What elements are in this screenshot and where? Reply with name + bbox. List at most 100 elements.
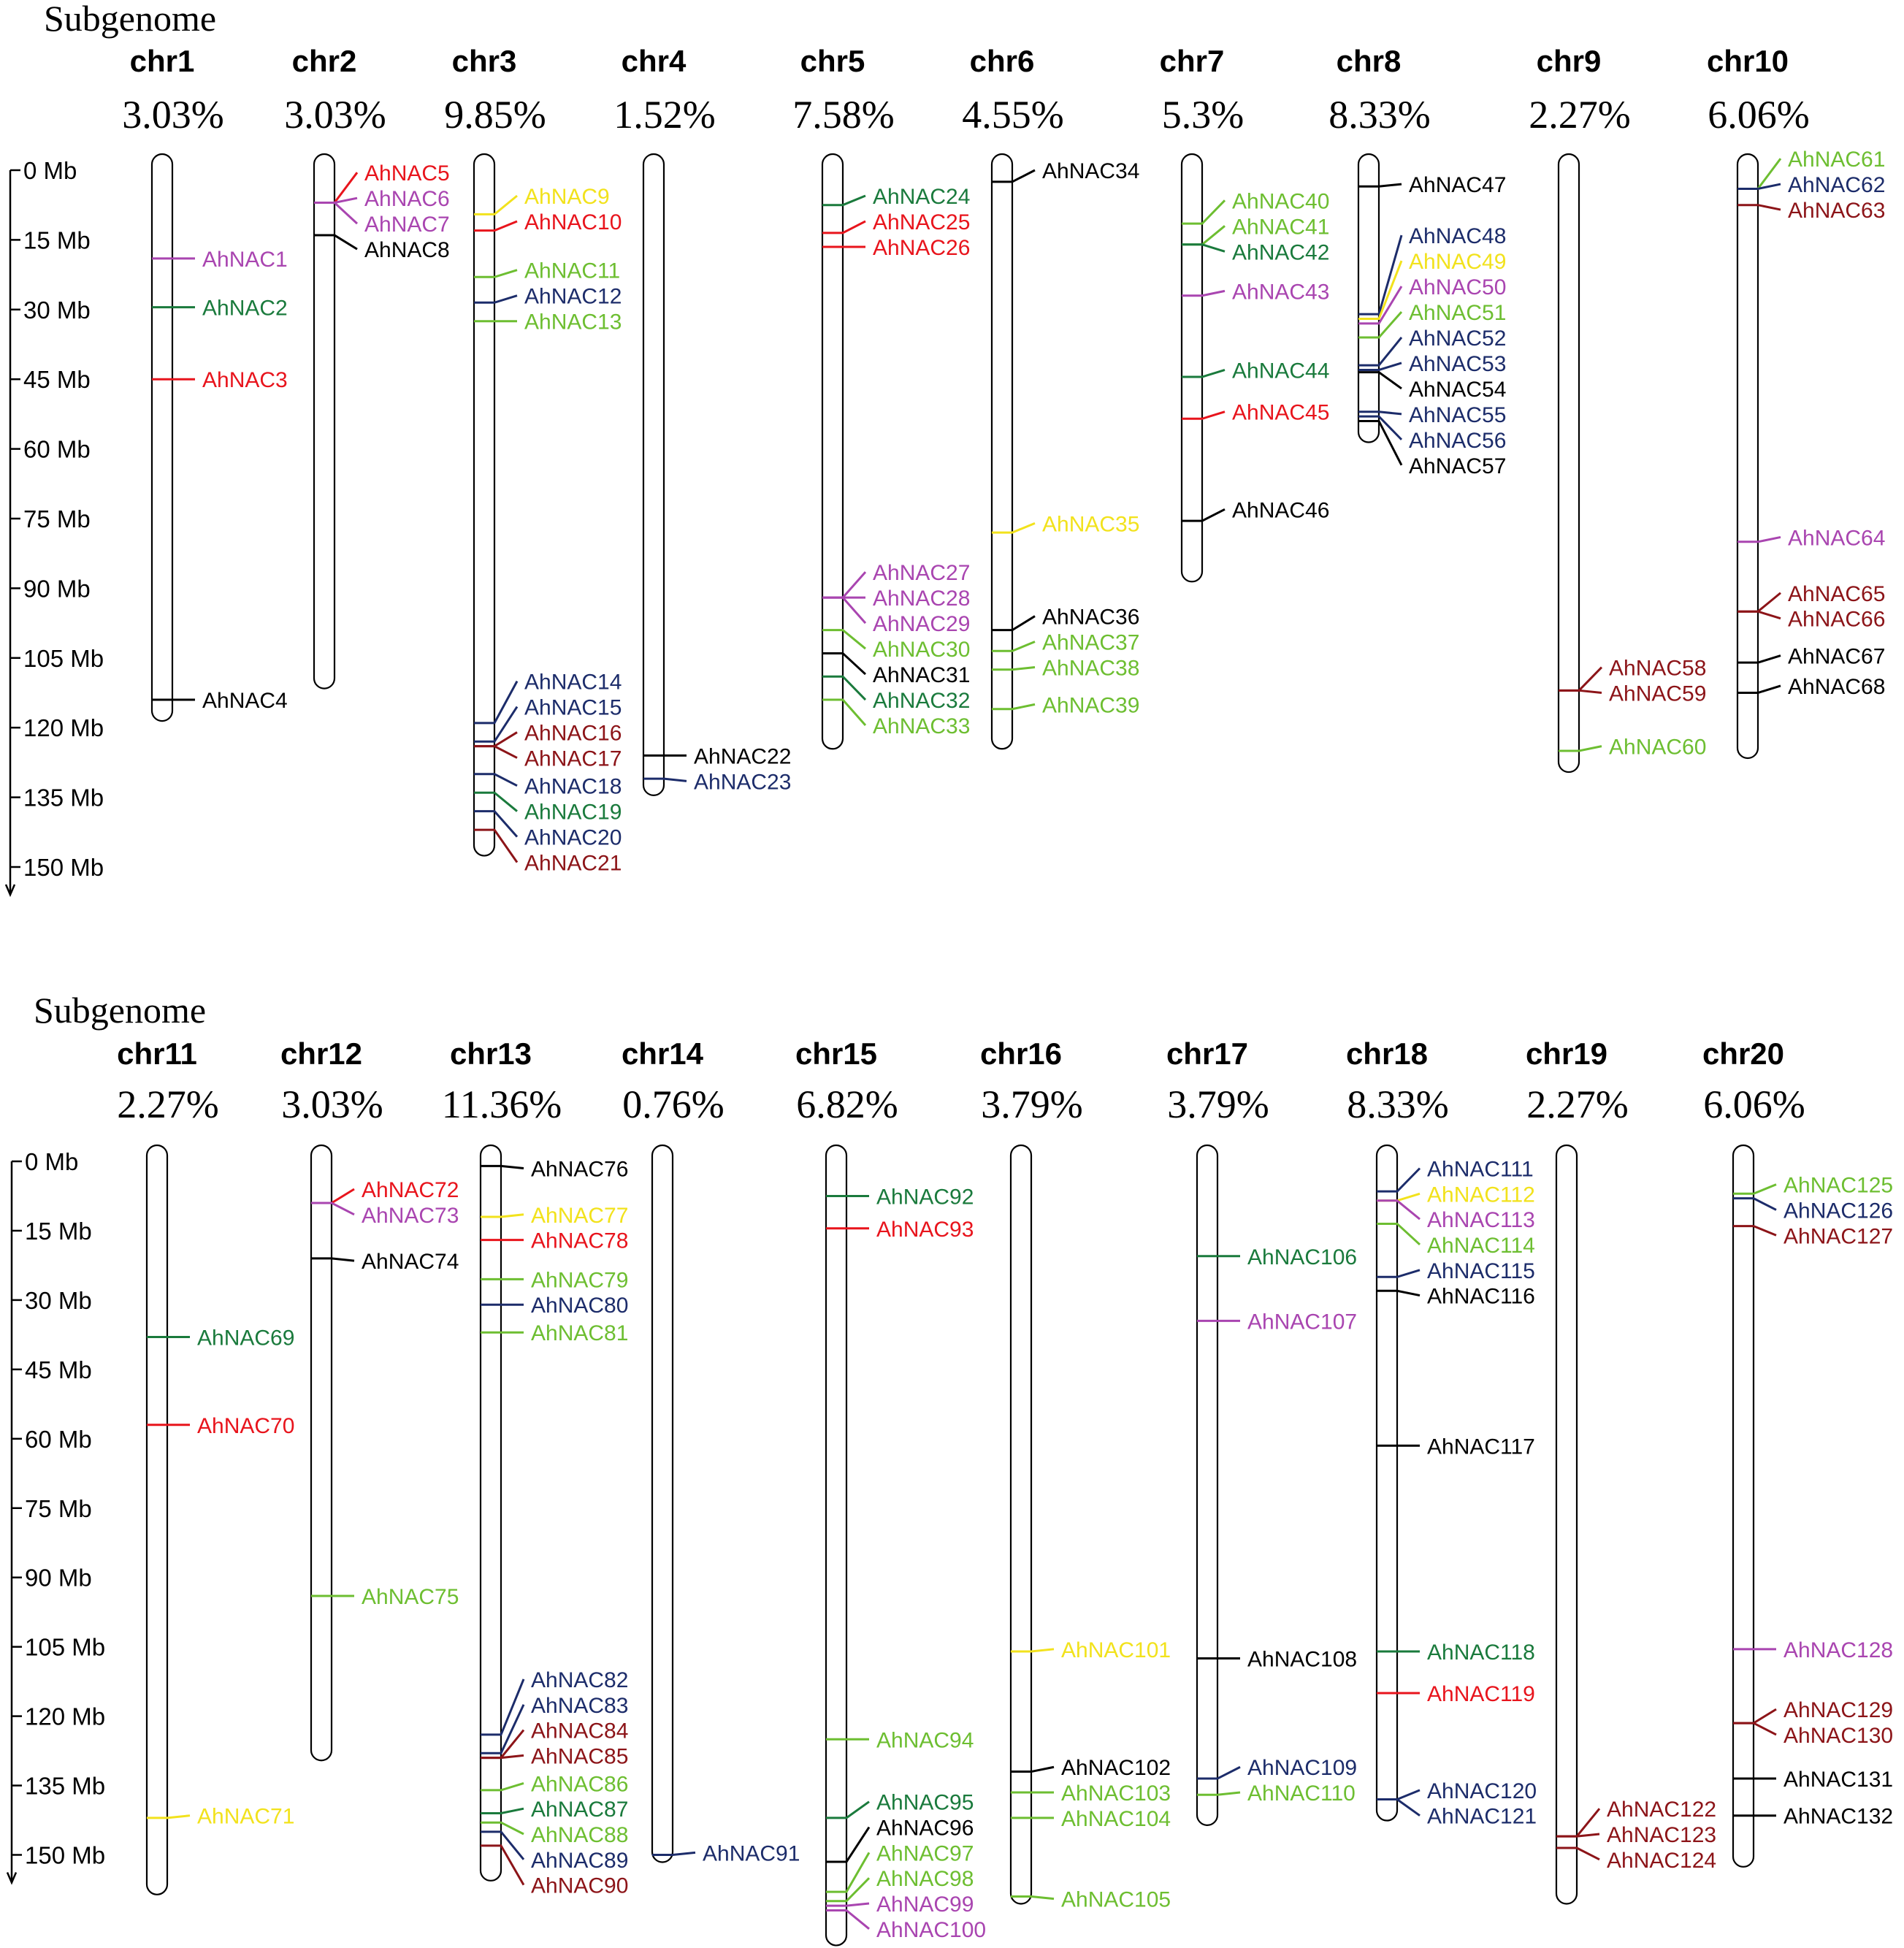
gene-label: AhNAC5 <box>364 161 450 186</box>
gene-connector <box>1377 1798 1421 1817</box>
gene-label: AhNAC3 <box>202 368 288 392</box>
gene-marker: AhNAC8 <box>314 234 450 262</box>
gene-label: AhNAC42 <box>1232 240 1329 264</box>
chromosome-percent: 3.03% <box>122 93 223 137</box>
chromosome-name: chr15 <box>795 1036 877 1071</box>
gene-marker: AhNAC41 <box>1182 215 1329 246</box>
chromosome-bar <box>313 153 336 690</box>
chromosome-bar <box>1180 153 1204 583</box>
gene-label: AhNAC11 <box>524 259 620 283</box>
gene-connector <box>992 703 1036 711</box>
gene-label: AhNAC112 <box>1427 1183 1535 1207</box>
chromosome-bar <box>310 1144 333 1762</box>
gene-label: AhNAC35 <box>1042 512 1139 536</box>
gene-connector <box>992 615 1036 632</box>
gene-marker: AhNAC21 <box>474 828 622 876</box>
gene-label: AhNAC82 <box>531 1668 628 1692</box>
gene-marker: AhNAC1 <box>152 248 288 272</box>
gene-marker: AhNAC115 <box>1377 1259 1535 1283</box>
chromosome: chr156.82%AhNAC92AhNAC93AhNAC94AhNAC95Ah… <box>795 1036 986 1947</box>
gene-marker: AhNAC110 <box>1197 1781 1356 1806</box>
chromosome-percent: 8.33% <box>1328 93 1430 137</box>
gene-marker: AhNAC2 <box>152 297 288 321</box>
gene-label: AhNAC9 <box>524 185 610 209</box>
gene-marker: AhNAC93 <box>826 1218 974 1242</box>
gene-marker: AhNAC98 <box>826 1867 974 1903</box>
gene-label: AhNAC53 <box>1409 352 1506 376</box>
gene-label: AhNAC40 <box>1232 189 1329 213</box>
gene-connector <box>474 773 518 787</box>
chromosome: chr14 0.76% AhNAC91 <box>622 1036 800 1865</box>
gene-label: AhNAC32 <box>873 689 970 713</box>
gene-marker: AhNAC35 <box>992 512 1139 536</box>
gene-connector <box>1358 362 1402 371</box>
gene-connector <box>643 777 687 782</box>
chromosome-name: chr16 <box>980 1036 1062 1071</box>
gene-marker: AhNAC74 <box>311 1250 459 1274</box>
gene-connector <box>1733 1722 1777 1736</box>
gene-label: AhNAC44 <box>1232 359 1329 383</box>
gene-label: AhNAC17 <box>524 747 622 771</box>
gene-connector <box>1556 1833 1600 1838</box>
gene-marker: AhNAC124 <box>1556 1846 1716 1873</box>
gene-connector <box>1011 1895 1055 1901</box>
gene-label: AhNAC27 <box>873 561 970 585</box>
gene-marker: AhNAC100 <box>826 1909 986 1942</box>
gene-connector <box>1733 1225 1777 1237</box>
gene-marker: AhNAC126 <box>1733 1197 1893 1223</box>
gene-marker: AhNAC107 <box>1197 1310 1357 1334</box>
gene-marker: AhNAC131 <box>1733 1768 1893 1792</box>
gene-connector <box>474 706 519 743</box>
gene-label: AhNAC46 <box>1232 498 1329 522</box>
gene-label: AhNAC121 <box>1427 1805 1537 1829</box>
gene-connector <box>992 169 1036 183</box>
gene-connector <box>481 1678 525 1736</box>
gene-label: AhNAC127 <box>1783 1224 1893 1248</box>
axis-tick-label: 30 Mb <box>23 297 91 324</box>
axis-tick-label: 15 Mb <box>25 1218 92 1245</box>
gene-connector <box>481 1754 524 1760</box>
gene-connector <box>147 1814 191 1819</box>
gene-connector <box>826 1800 870 1819</box>
gene-connector <box>822 698 867 727</box>
chromosome-percent: 9.85% <box>444 93 546 137</box>
gene-label: AhNAC23 <box>694 770 791 794</box>
chromosome-percent: 1.52% <box>613 93 715 137</box>
gene-marker: AhNAC43 <box>1182 280 1329 304</box>
chromosome-percent: 2.27% <box>1529 93 1630 137</box>
chromosome-name: chr1 <box>130 44 195 78</box>
gene-connector <box>1182 243 1226 253</box>
gene-connector <box>1182 289 1226 297</box>
gene-label: AhNAC26 <box>873 236 970 260</box>
gene-label: AhNAC18 <box>524 775 622 799</box>
chromosome-name: chr14 <box>622 1036 704 1071</box>
gene-marker: AhNAC89 <box>481 1830 628 1873</box>
gene-label: AhNAC24 <box>873 185 970 209</box>
gene-marker: AhNAC94 <box>826 1728 974 1752</box>
gene-marker: AhNAC62 <box>1737 173 1885 197</box>
chromosome-percent: 8.33% <box>1347 1082 1448 1126</box>
chromosome-bar <box>1557 153 1580 774</box>
gene-label: AhNAC77 <box>531 1204 628 1228</box>
gene-marker: AhNAC83 <box>481 1694 628 1754</box>
gene-marker: AhNAC79 <box>481 1268 628 1292</box>
gene-label: AhNAC13 <box>524 310 622 335</box>
gene-label: AhNAC126 <box>1783 1199 1893 1223</box>
gene-marker: AhNAC125 <box>1733 1174 1893 1198</box>
gene-label: AhNAC86 <box>531 1772 628 1796</box>
gene-marker: AhNAC33 <box>822 698 970 738</box>
gene-label: AhNAC84 <box>531 1719 628 1743</box>
chromosome-name: chr10 <box>1707 44 1789 78</box>
gene-marker: AhNAC123 <box>1556 1823 1716 1847</box>
gene-marker: AhNAC72 <box>311 1178 459 1204</box>
gene-connector <box>826 1902 870 1907</box>
gene-connector <box>822 675 867 701</box>
axis-tick-label: 135 Mb <box>25 1773 105 1800</box>
gene-marker: AhNAC77 <box>481 1204 628 1228</box>
chromosome-percent: 11.36% <box>442 1082 562 1126</box>
axis-tick-label: 0 Mb <box>25 1148 78 1175</box>
gene-connector <box>481 1164 524 1169</box>
gene-connector <box>1737 610 1781 620</box>
chromosome-bar <box>1196 1144 1219 1826</box>
